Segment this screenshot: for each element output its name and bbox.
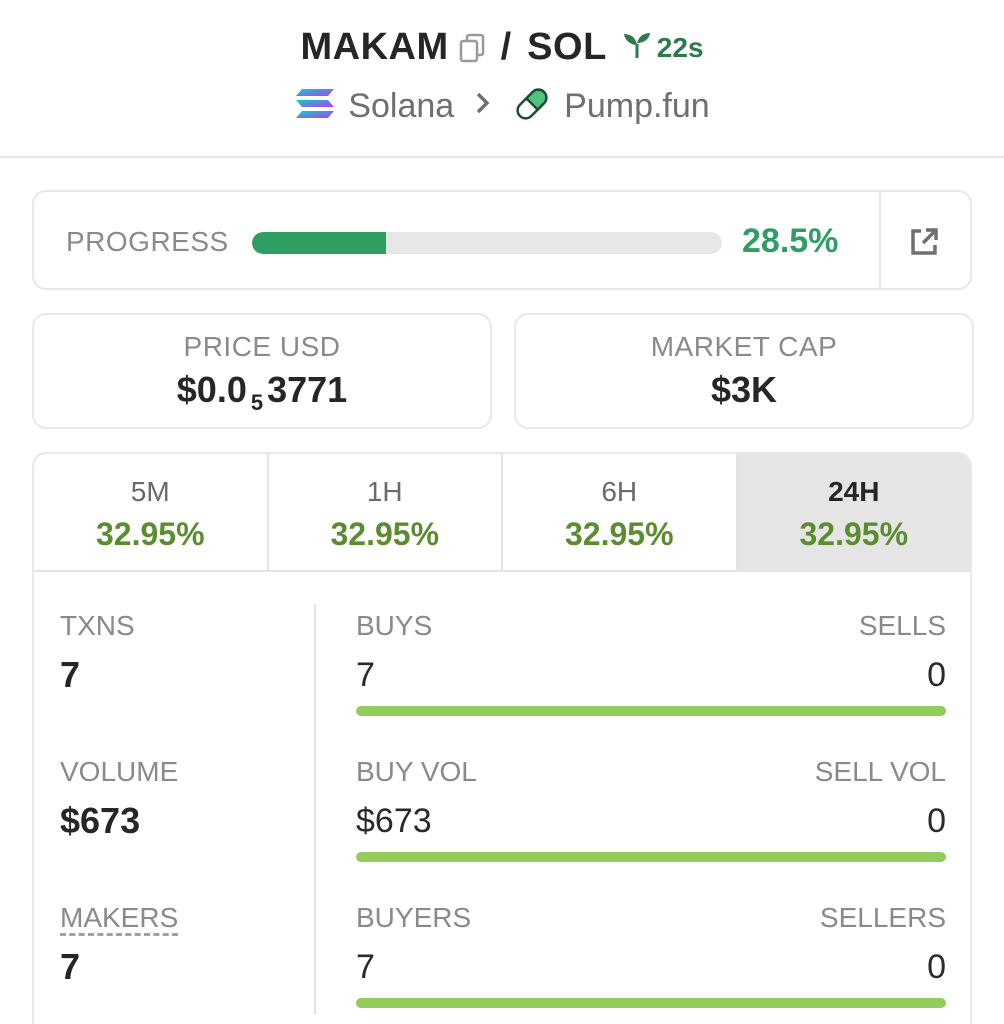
tab-5m[interactable]: 5M 32.95%	[34, 454, 269, 570]
sellers-label: SELLERS	[819, 902, 946, 933]
dex-link[interactable]: Pump.fun	[564, 87, 710, 125]
buys-sells-split: BUYS SELLS 7 0	[356, 610, 946, 720]
chain-link[interactable]: Solana	[348, 87, 455, 125]
divider	[879, 192, 881, 288]
price-digits: 3771	[267, 369, 348, 410]
makers-value: 7	[60, 946, 81, 987]
pair-header: MAKAM / SOL 22s	[0, 0, 1004, 158]
makers-label[interactable]: MAKERS	[60, 902, 179, 933]
buyers-sellers-split: BUYERS SELLERS 7 0	[356, 902, 946, 1012]
buys-label: BUYS	[356, 610, 433, 641]
buy-portion	[356, 706, 946, 716]
progress-bar	[252, 232, 722, 254]
volume-bar	[356, 852, 946, 862]
volume-metric: VOLUME $673	[60, 756, 310, 842]
volume-value: $673	[60, 800, 141, 841]
txns-label: TXNS	[60, 610, 135, 641]
sells-label: SELLS	[858, 610, 946, 641]
tab-1h[interactable]: 1H 32.95%	[269, 454, 503, 570]
buyers-sellers-bar	[356, 998, 946, 1008]
sell-vol-label: SELL VOL	[814, 756, 946, 787]
progress-bar-fill	[252, 232, 386, 254]
tab-24h[interactable]: 24H 32.95%	[737, 454, 970, 570]
market-cap-label: MARKET CAP	[650, 331, 838, 362]
sell-vol-value: 0	[927, 802, 946, 840]
buy-portion	[356, 998, 946, 1008]
tab-change: 32.95%	[95, 516, 205, 552]
external-link-icon[interactable]	[904, 222, 944, 262]
pair-age: 22s	[621, 30, 704, 65]
makers-metric: MAKERS 7	[60, 902, 310, 988]
age-text: 22s	[656, 31, 704, 63]
base-symbol: MAKAM	[300, 26, 449, 68]
price-usd-card: PRICE USD $0.0 5 3771	[32, 313, 492, 429]
price-label: PRICE USD	[183, 331, 341, 362]
tab-label: 1H	[366, 476, 403, 507]
tab-6h[interactable]: 6H 32.95%	[503, 454, 738, 570]
buy-vol-label: BUY VOL	[356, 756, 477, 787]
buyers-value: 7	[356, 948, 375, 986]
pair-separator: /	[500, 26, 512, 68]
market-cap-card: MARKET CAP $3K	[514, 313, 974, 429]
pill-icon	[512, 84, 552, 129]
breadcrumb: Solana Pump.fun	[0, 84, 1004, 129]
market-cap-value: $3K	[710, 369, 778, 410]
seedling-icon	[621, 30, 653, 65]
tab-label: 6H	[601, 476, 638, 507]
price-zero-count: 5	[250, 390, 264, 415]
txns-metric: TXNS 7	[60, 610, 310, 696]
price-prefix: $0.0	[176, 369, 247, 410]
tab-change: 32.95%	[330, 516, 440, 552]
solana-logo-icon	[294, 86, 336, 127]
quote-symbol: SOL	[527, 26, 607, 68]
column-divider	[314, 604, 316, 1014]
copy-icon[interactable]	[459, 33, 485, 63]
volume-label: VOLUME	[60, 756, 179, 787]
buys-value: 7	[356, 656, 375, 694]
buy-vol-value: $673	[356, 802, 432, 840]
tab-change: 32.95%	[799, 516, 909, 552]
tab-change: 32.95%	[564, 516, 674, 552]
tab-label: 24H	[828, 476, 880, 507]
sellers-value: 0	[927, 948, 946, 986]
volume-split: BUY VOL SELL VOL $673 0	[356, 756, 946, 866]
buys-sells-bar	[356, 706, 946, 716]
tab-label: 5M	[130, 476, 170, 507]
stats-panel: 5M 32.95% 1H 32.95% 6H 32.95% 24H 32.95%…	[32, 452, 972, 1024]
txns-value: 7	[60, 654, 81, 695]
price-value: $0.0 5 3771	[34, 369, 490, 416]
sells-value: 0	[927, 656, 946, 694]
timeframe-tabs: 5M 32.95% 1H 32.95% 6H 32.95% 24H 32.95%	[34, 454, 970, 572]
buyers-label: BUYERS	[356, 902, 472, 933]
bonding-progress-card: PROGRESS 28.5%	[32, 190, 972, 290]
pair-title-row: MAKAM / SOL 22s	[0, 26, 1004, 69]
progress-label: PROGRESS	[66, 226, 229, 257]
progress-percent: 28.5%	[742, 222, 839, 260]
buy-portion	[356, 852, 946, 862]
chevron-right-icon	[474, 89, 492, 125]
